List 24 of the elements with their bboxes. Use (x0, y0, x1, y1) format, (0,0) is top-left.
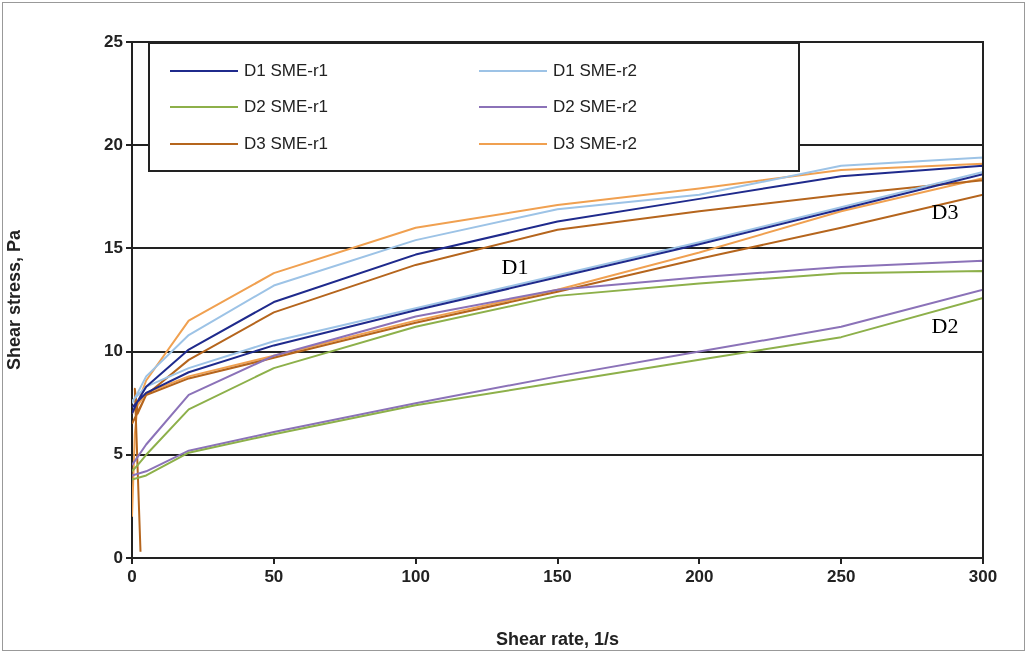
x-axis-title: Shear rate, 1/s (495, 629, 620, 650)
x-tick-label: 50 (264, 566, 284, 586)
legend-label: D1 SME-r2 (553, 60, 638, 81)
x-tick-label: 100 (401, 566, 430, 586)
legend-label: D3 SME-r2 (553, 133, 638, 154)
x-tick-label: 200 (685, 566, 714, 586)
legend-label: D2 SME-r1 (244, 97, 329, 117)
y-tick-label: 20 (104, 134, 123, 154)
annotation: D3 (931, 198, 959, 224)
annotation: D2 (931, 312, 959, 338)
annotation: D1 (501, 253, 529, 279)
y-tick-label: 15 (104, 238, 123, 258)
y-tick-label: 25 (104, 31, 123, 51)
x-tick-label: 0 (127, 566, 137, 586)
x-tick-label: 250 (826, 566, 856, 586)
y-axis-title: Shear stress, Pa (3, 228, 24, 371)
legend-label: D2 SME-r2 (553, 97, 638, 117)
legend-label: D3 SME-r1 (244, 133, 329, 154)
legend-label: D1 SME-r1 (244, 60, 329, 81)
x-tick-label: 150 (543, 566, 572, 586)
y-tick-label: 5 (113, 444, 123, 464)
y-tick-label: 0 (113, 547, 123, 567)
y-tick-label: 10 (104, 341, 123, 361)
x-tick-label: 300 (968, 566, 998, 586)
